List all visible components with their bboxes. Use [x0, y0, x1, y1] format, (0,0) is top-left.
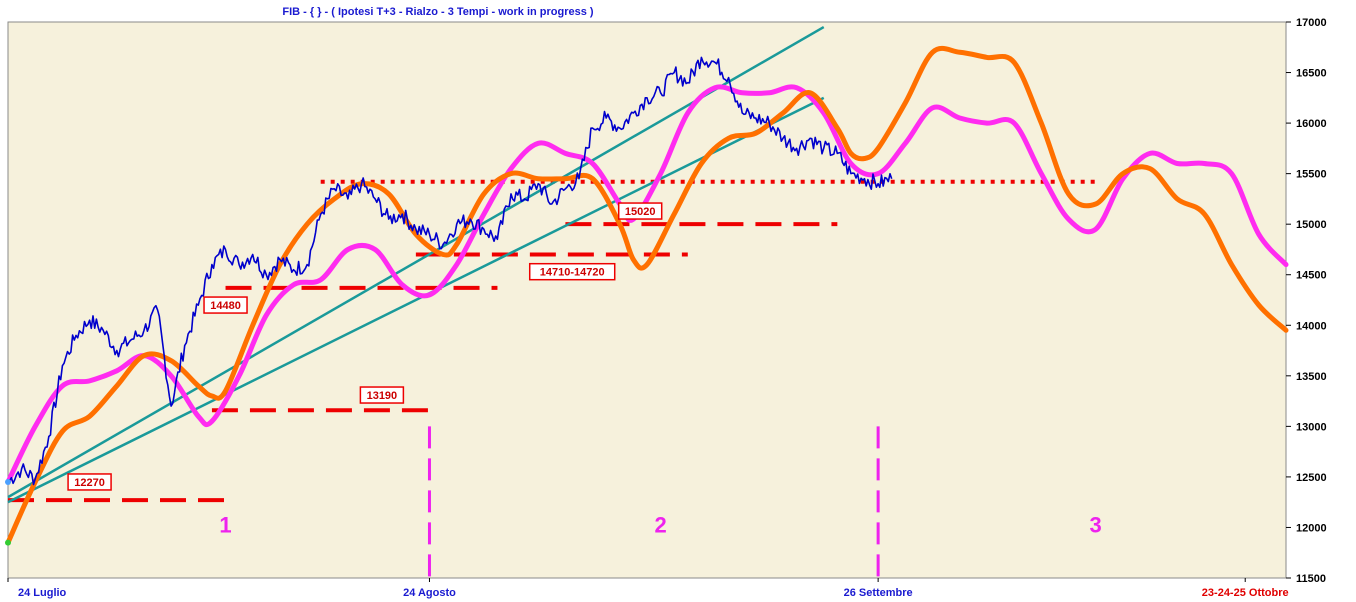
level-label-box: [359, 386, 405, 404]
level-label-box: [617, 202, 663, 220]
trendline-1: [7, 25, 825, 499]
y-tick-label: 14500: [1296, 270, 1327, 282]
level-label: 14480: [210, 300, 241, 312]
y-tick-label: 16500: [1296, 68, 1327, 80]
chart-title: FIB - { } - ( Ipotesi T+3 - Rialzo - 3 T…: [282, 6, 594, 18]
x-tick-label: 23-24-25 Ottobre: [1202, 587, 1289, 599]
trendlines: [7, 25, 825, 504]
x-tick-label: 24 Agosto: [403, 587, 456, 599]
orange-cycle-line: [5, 45, 1289, 546]
y-tick-label: 12500: [1296, 472, 1327, 484]
level-labels: 12270 13190 14480 14710-14720 15020: [67, 202, 663, 491]
level-label: 12270: [74, 477, 105, 489]
y-tick-label: 15500: [1296, 169, 1327, 181]
y-tick-label: 16000: [1296, 118, 1327, 130]
y-tick-label: 11500: [1296, 573, 1326, 585]
x-axis: 24 Luglio 24 Agosto 26 Settembre 23-24-25 O…: [7, 578, 1289, 599]
phase-dividers: [427, 426, 880, 578]
start-marker: [5, 539, 11, 546]
y-tick-label: 15000: [1296, 219, 1327, 231]
start-marker: [5, 478, 11, 485]
level-label: 14710-14720: [540, 267, 605, 279]
phase-labels: 1 2 3: [219, 513, 1101, 538]
y-tick-label: 14000: [1296, 320, 1327, 332]
phase-label-2: 2: [654, 513, 666, 538]
y-tick-label: 12000: [1296, 522, 1327, 534]
phase-label-3: 3: [1090, 513, 1102, 538]
trendline-2: [7, 96, 825, 504]
level-label: 15020: [625, 206, 656, 218]
phase-label-1: 1: [219, 513, 231, 538]
price-line: [7, 56, 893, 486]
level-label: 13190: [367, 390, 398, 402]
y-tick-label: 17000: [1296, 17, 1327, 29]
level-label-box: [203, 296, 248, 314]
level-label-box: [528, 262, 616, 281]
x-tick-label: 26 Settembre: [844, 587, 913, 599]
x-tick-label: 24 Luglio: [18, 587, 67, 599]
level-label-box: [67, 473, 112, 491]
y-tick-label: 13500: [1296, 371, 1327, 383]
y-axis: 11500 12000 12500 13000 13500 14000 14500 15000…: [1286, 17, 1327, 585]
y-tick-label: 13000: [1296, 421, 1327, 433]
